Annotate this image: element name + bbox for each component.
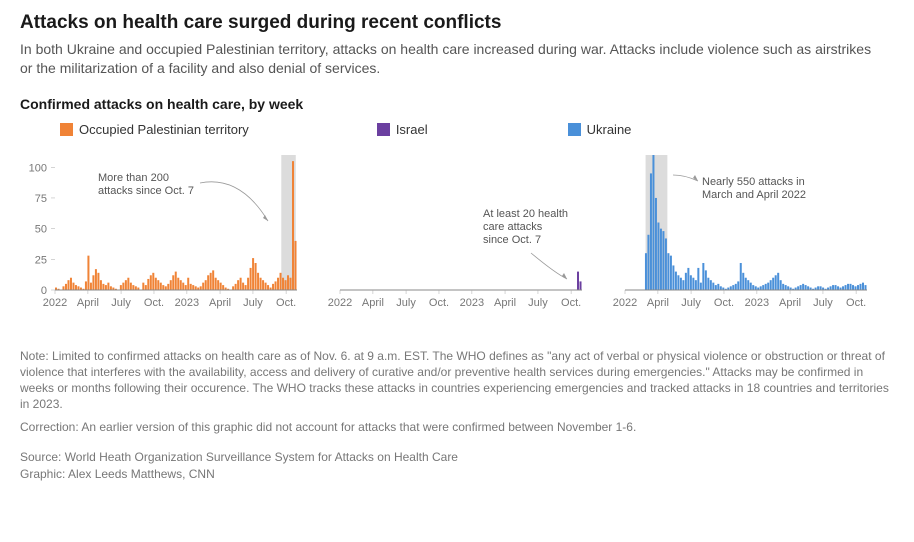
svg-text:100: 100 [29,162,47,174]
svg-text:April: April [494,297,516,309]
legend-label-opt: Occupied Palestinian territory [79,122,249,137]
svg-text:March and April 2022: March and April 2022 [702,189,806,201]
footnote-1: Note: Limited to confirmed attacks on he… [20,348,890,413]
svg-text:since Oct. 7: since Oct. 7 [483,234,541,246]
legend-item-isr: Israel [377,122,428,137]
legend-label-ukr: Ukraine [587,122,632,137]
svg-text:April: April [647,297,669,309]
svg-text:July: July [813,297,833,309]
svg-text:2022: 2022 [328,297,352,309]
chart-svg-isr: 2022 April July Oct. 2023 April July Oct. At lea… [305,145,590,325]
panel-isr: 2022 April July Oct. 2023 April July Oct. At lea… [305,145,590,330]
svg-text:Oct.: Oct. [561,297,581,309]
chart-svg-ukr: 2022 April July Oct. 2023 April July Oct. Nearly… [590,145,875,325]
footnotes: Note: Limited to confirmed attacks on he… [20,348,890,435]
svg-text:attacks since Oct. 7: attacks since Oct. 7 [98,185,194,197]
svg-text:At least 20 health: At least 20 health [483,208,568,220]
panel-opt: 0 25 50 75 100 2022 April July Oct. 2023 April July… [20,145,305,330]
svg-text:25: 25 [35,254,47,266]
svg-text:Oct.: Oct. [429,297,449,309]
legend-item-ukr: Ukraine [568,122,632,137]
svg-text:April: April [779,297,801,309]
svg-text:July: July [681,297,701,309]
panel-ukr: 2022 April July Oct. 2023 April July Oct. Nearly… [590,145,875,330]
legend-item-opt: Occupied Palestinian territory [60,122,249,137]
legend-label-isr: Israel [396,122,428,137]
svg-text:0: 0 [41,285,47,297]
swatch-ukr [568,123,581,136]
svg-text:July: July [528,297,548,309]
chart-panels: 0 25 50 75 100 2022 April July Oct. 2023 April July… [20,145,894,330]
svg-text:April: April [362,297,384,309]
footnote-2: Correction: An earlier version of this g… [20,419,890,435]
graphic-credit: Graphic: Alex Leeds Matthews, CNN [20,466,894,483]
svg-text:July: July [396,297,416,309]
svg-text:2023: 2023 [460,297,484,309]
legend: Occupied Palestinian territory Israel Uk… [20,122,894,137]
svg-text:Oct.: Oct. [144,297,164,309]
svg-text:50: 50 [35,223,47,235]
svg-text:2022: 2022 [613,297,637,309]
svg-text:July: July [243,297,263,309]
svg-text:75: 75 [35,193,47,205]
svg-text:April: April [209,297,231,309]
headline: Attacks on health care surged during rec… [20,12,894,34]
subhead: In both Ukraine and occupied Palestinian… [20,40,880,78]
credits: Source: World Heath Organization Surveil… [20,449,894,483]
svg-text:More than 200: More than 200 [98,172,169,184]
svg-text:Oct.: Oct. [276,297,296,309]
svg-text:Oct.: Oct. [846,297,866,309]
svg-text:Nearly 550 attacks in: Nearly 550 attacks in [702,176,805,188]
source-line: Source: World Heath Organization Surveil… [20,449,894,466]
chart-title: Confirmed attacks on health care, by wee… [20,96,894,112]
swatch-isr [377,123,390,136]
swatch-opt [60,123,73,136]
svg-text:April: April [77,297,99,309]
svg-text:July: July [111,297,131,309]
svg-text:2022: 2022 [43,297,67,309]
svg-text:2023: 2023 [175,297,199,309]
chart-svg-opt: 0 25 50 75 100 2022 April July Oct. 2023 April July… [20,145,305,325]
svg-text:care attacks: care attacks [483,221,543,233]
svg-text:Oct.: Oct. [714,297,734,309]
svg-text:2023: 2023 [745,297,769,309]
